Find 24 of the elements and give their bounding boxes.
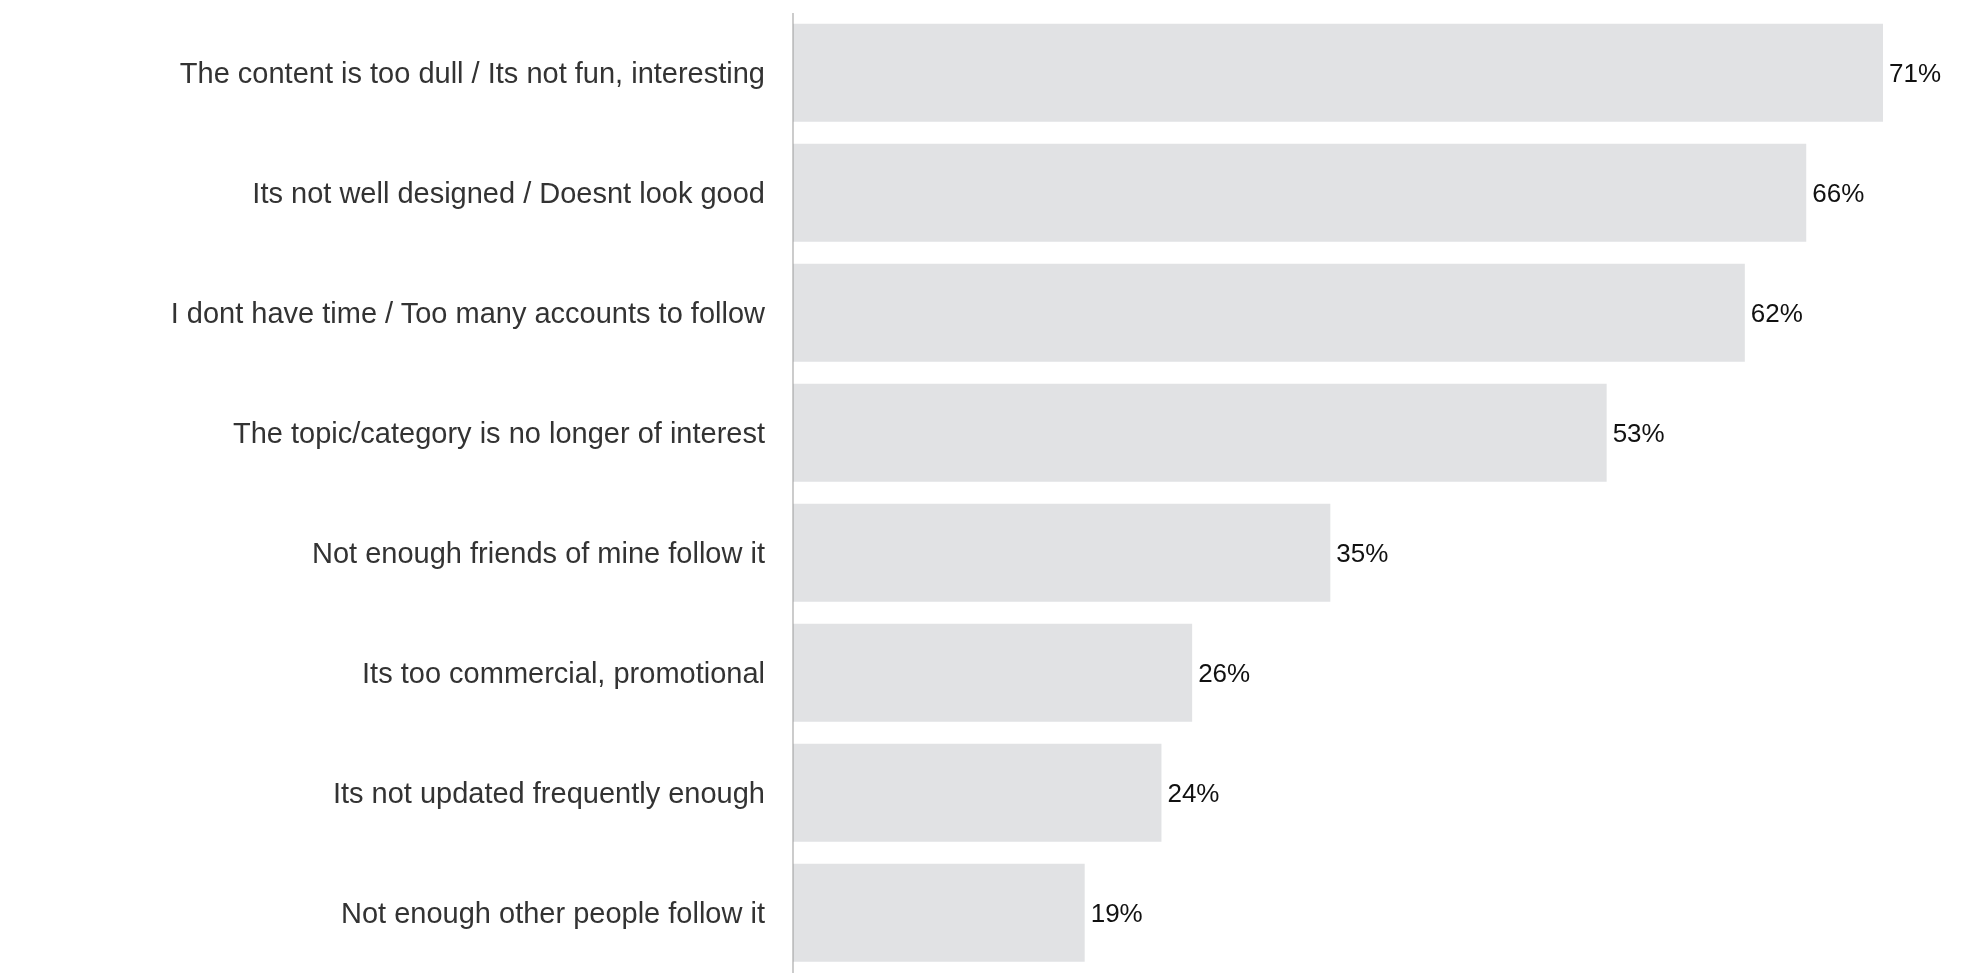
data-label: 66% (1812, 178, 1865, 209)
bar (793, 743, 1162, 842)
y-tick-label: Its not well designed / Doesnt look good (252, 177, 765, 210)
bar (793, 623, 1193, 722)
bar (793, 263, 1745, 362)
data-label: 35% (1336, 538, 1389, 569)
y-tick-label: Its too commercial, promotional (362, 657, 765, 690)
bar (793, 23, 1883, 122)
data-label: 71% (1889, 58, 1942, 89)
y-tick-label: I dont have time / Too many accounts to follow (170, 297, 767, 330)
data-label: 26% (1198, 658, 1251, 689)
y-tick-label: The topic/category is no longer of interest (233, 417, 765, 450)
y-tick-label: The content is too dull / Its not fun, interesting (179, 57, 765, 90)
bar (793, 383, 1607, 482)
data-label: 62% (1750, 298, 1803, 329)
bar (793, 863, 1085, 962)
y-tick-label: Not enough friends of mine follow it (312, 537, 765, 570)
data-label: 19% (1090, 898, 1143, 929)
y-tick-label: Not enough other people follow it (340, 897, 765, 930)
data-label: 53% (1612, 418, 1665, 449)
bar (793, 143, 1807, 242)
bar (793, 503, 1331, 602)
y-tick-label: Its not updated frequently enough (332, 777, 765, 810)
data-label: 24% (1167, 778, 1220, 809)
